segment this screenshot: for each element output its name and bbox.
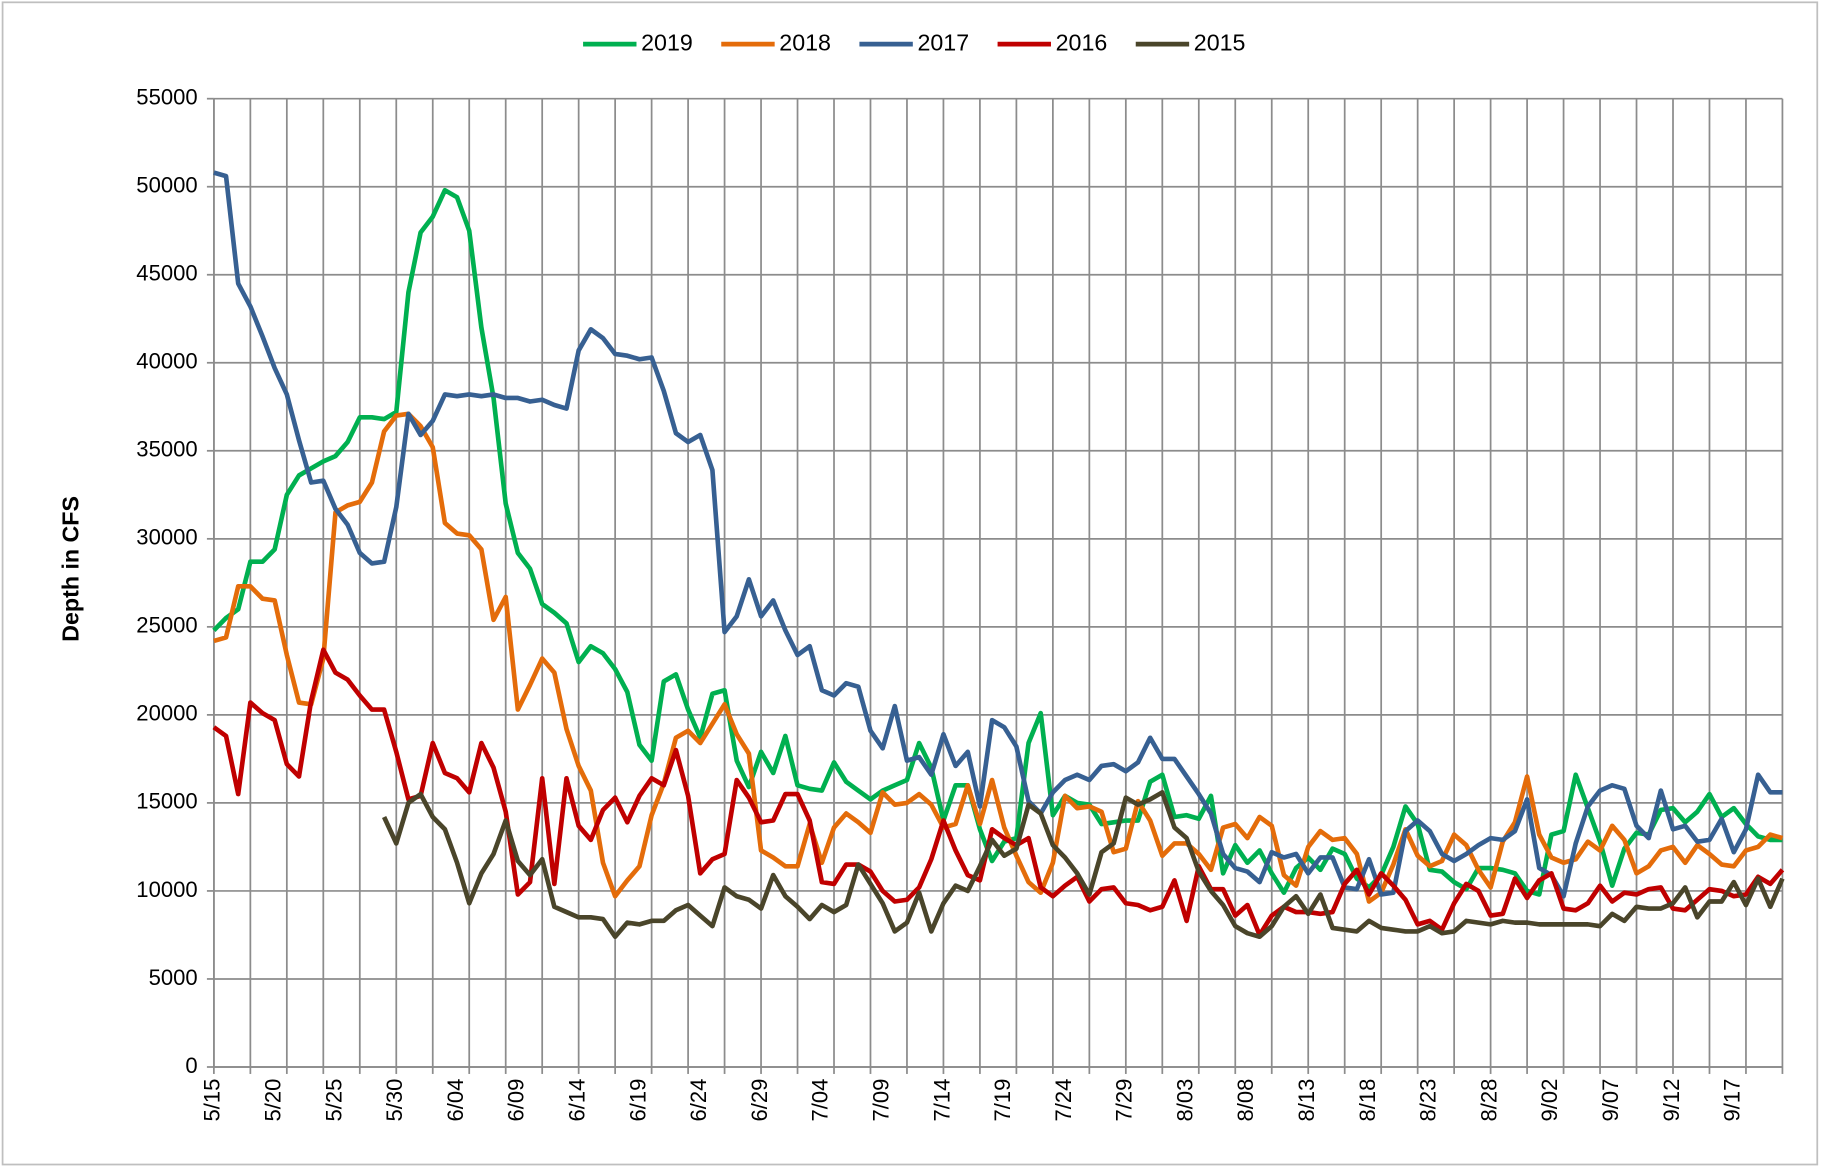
y-tick-label: 5000 [149, 965, 198, 990]
x-tick-label: 9/12 [1659, 1079, 1684, 1122]
x-tick-label: 9/17 [1720, 1079, 1745, 1122]
x-tick-label: 8/18 [1355, 1079, 1380, 1122]
x-tick-label: 8/03 [1172, 1079, 1197, 1122]
x-tick-label: 5/20 [261, 1079, 286, 1122]
x-tick-label: 7/04 [808, 1079, 833, 1122]
x-tick-label: 7/19 [990, 1079, 1015, 1122]
legend-label: 2019 [641, 29, 693, 55]
x-tick-label: 6/09 [504, 1079, 529, 1122]
y-tick-label: 50000 [136, 173, 197, 198]
x-tick-label: 6/24 [686, 1079, 711, 1122]
x-tick-label: 7/09 [868, 1079, 893, 1122]
x-tick-label: 6/29 [747, 1079, 772, 1122]
legend-label: 2015 [1194, 29, 1246, 55]
legend-label: 2016 [1056, 29, 1108, 55]
y-axis-title: Depth in CFS [57, 496, 83, 642]
x-tick-label: 5/30 [382, 1079, 407, 1122]
y-tick-label: 40000 [136, 349, 197, 374]
x-tick-label: 7/14 [929, 1079, 954, 1122]
x-tick-label: 6/04 [443, 1079, 468, 1122]
x-tick-label: 8/28 [1476, 1079, 1501, 1122]
y-tick-label: 45000 [136, 261, 197, 286]
x-tick-label: 9/07 [1598, 1079, 1623, 1122]
series-line [213, 170, 1783, 899]
x-tick-label: 5/15 [200, 1079, 225, 1122]
y-tick-label: 30000 [136, 525, 197, 550]
x-tick-label: 8/08 [1233, 1079, 1258, 1122]
legend-label: 2018 [779, 29, 831, 55]
legend-label: 2017 [917, 29, 969, 55]
x-tick-label: 7/24 [1051, 1079, 1076, 1122]
x-tick-label: 6/19 [625, 1079, 650, 1122]
x-tick-label: 9/02 [1537, 1079, 1562, 1122]
y-tick-label: 20000 [136, 701, 197, 726]
x-tick-label: 6/14 [564, 1079, 589, 1122]
y-tick-label: 10000 [136, 877, 197, 902]
x-tick-label: 7/29 [1112, 1079, 1137, 1122]
x-tick-label: 8/13 [1294, 1079, 1319, 1122]
y-tick-label: 25000 [136, 613, 197, 638]
y-tick-label: 0 [185, 1053, 197, 1078]
series-line [382, 790, 1785, 940]
y-tick-label: 35000 [136, 437, 197, 462]
x-tick-label: 5/25 [321, 1079, 346, 1122]
series-line [213, 411, 1784, 904]
series-line [212, 647, 1785, 938]
x-tick-label: 8/23 [1416, 1079, 1441, 1122]
y-tick-label: 15000 [136, 789, 197, 814]
y-tick-label: 55000 [136, 85, 197, 110]
